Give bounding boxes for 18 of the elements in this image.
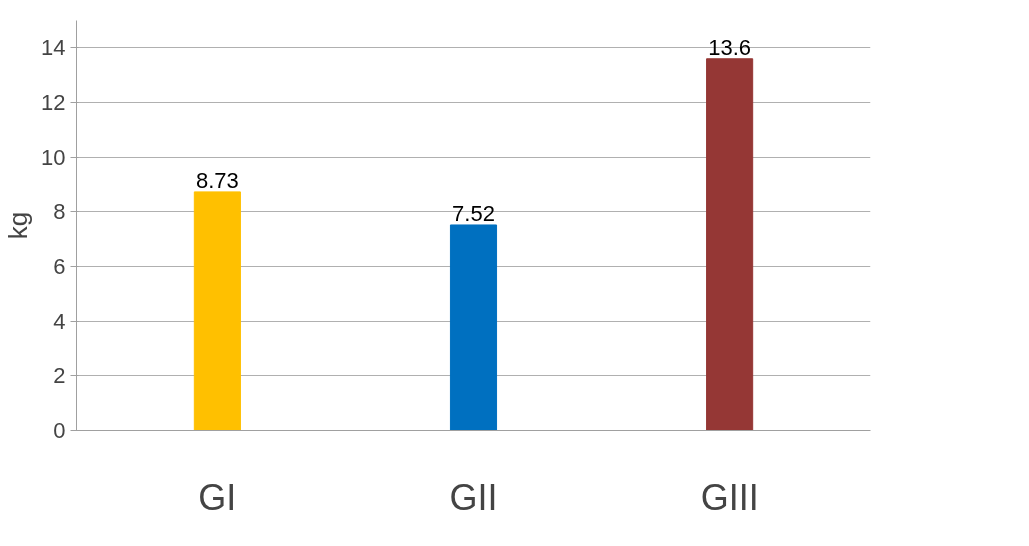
- bar: [706, 58, 754, 431]
- y-axis-title: kg: [3, 211, 34, 240]
- y-tick-label: 8: [53, 199, 66, 225]
- y-tick-label: 6: [53, 254, 66, 279]
- y-tick-label: 2: [53, 363, 66, 389]
- data-label: 8.73: [195, 167, 239, 193]
- x-tick-label: GI: [198, 476, 237, 518]
- x-tick-label: GII: [449, 476, 498, 518]
- y-tick-label: 12: [41, 90, 66, 115]
- data-label: 13.6: [708, 34, 752, 60]
- y-tick-label: 4: [53, 308, 66, 334]
- bar: [193, 191, 241, 431]
- y-tick-label: 0: [53, 418, 66, 443]
- data-label: 7.52: [452, 200, 495, 226]
- bar: [449, 224, 498, 431]
- x-tick-label: GIII: [700, 476, 759, 518]
- y-tick-label: 10: [41, 144, 66, 170]
- y-tick-label: 14: [41, 35, 66, 61]
